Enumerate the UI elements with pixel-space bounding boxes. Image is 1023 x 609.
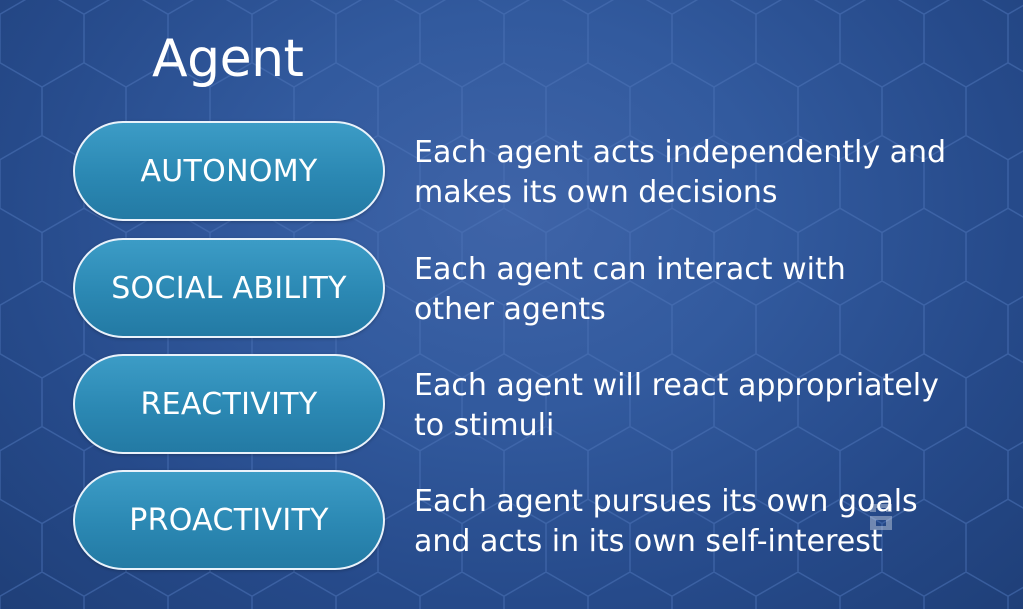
property-description-line: Each agent pursues its own goals xyxy=(414,484,918,519)
property-pill-social-ability[interactable]: SOCIAL ABILITY xyxy=(73,238,385,338)
property-description-line: other agents xyxy=(414,292,606,327)
slide-title: Agent xyxy=(152,29,304,89)
property-pill-label: SOCIAL ABILITY xyxy=(111,270,347,306)
property-description-line: Each agent will react appropriately xyxy=(414,368,939,403)
property-pill-label: PROACTIVITY xyxy=(129,502,329,538)
property-description-line: Each agent can interact with xyxy=(414,252,846,287)
property-row-autonomy: AUTONOMY Each agent acts independently a… xyxy=(0,121,1023,225)
property-pill-autonomy[interactable]: AUTONOMY xyxy=(73,121,385,221)
property-description-line: makes its own decisions xyxy=(414,175,778,210)
property-description-line: Each agent acts independently and xyxy=(414,135,947,170)
property-row-reactivity: REACTIVITY Each agent will react appropr… xyxy=(0,354,1023,458)
property-row-proactivity: PROACTIVITY Each agent pursues its own g… xyxy=(0,470,1023,574)
property-pill-label: AUTONOMY xyxy=(140,153,318,189)
property-description-line: and acts in its own self-interest xyxy=(414,524,883,559)
logo-watermark-icon xyxy=(870,504,892,530)
property-pill-reactivity[interactable]: REACTIVITY xyxy=(73,354,385,454)
property-description-proactivity: Each agent pursues its own goals and act… xyxy=(414,482,994,562)
property-description-autonomy: Each agent acts independently and makes … xyxy=(414,133,994,213)
property-description-reactivity: Each agent will react appropriately to s… xyxy=(414,366,994,446)
property-pill-label: REACTIVITY xyxy=(140,386,318,422)
property-description-social-ability: Each agent can interact with other agent… xyxy=(414,250,994,330)
property-row-social-ability: SOCIAL ABILITY Each agent can interact w… xyxy=(0,238,1023,342)
property-description-line: to stimuli xyxy=(414,408,555,443)
property-pill-proactivity[interactable]: PROACTIVITY xyxy=(73,470,385,570)
